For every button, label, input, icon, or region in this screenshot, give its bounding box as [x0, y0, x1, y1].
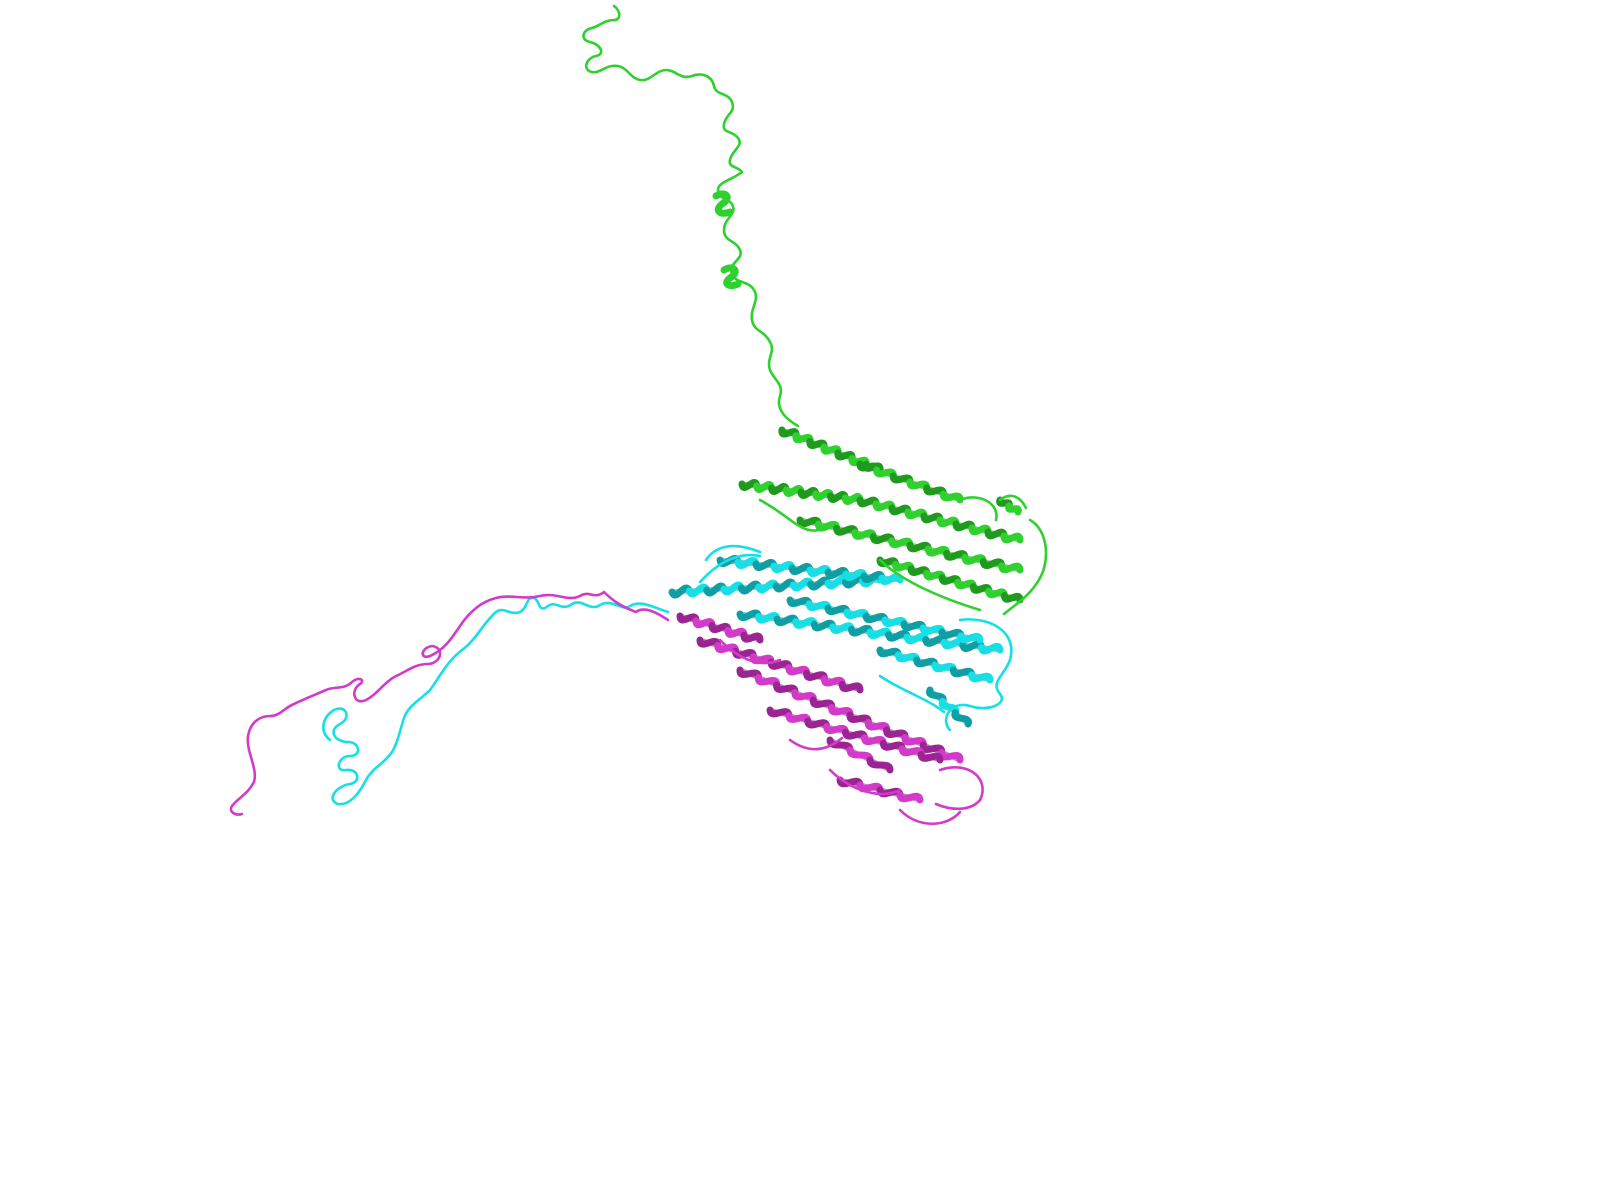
chain-c-disordered-tail	[229, 590, 670, 816]
chain-a-short-helix-1	[712, 190, 734, 217]
chain-b-disordered-tail	[322, 596, 670, 806]
chain-b-helix-3-turn	[977, 643, 1004, 655]
chain-b-helix-2-turn	[878, 573, 904, 585]
chain-c-loops	[718, 638, 984, 825]
chain-a-short-helix-2	[720, 264, 742, 290]
chain-a-cartoon	[582, 4, 1048, 616]
chain-b-loops	[698, 544, 1013, 732]
chain-a-helix-3-turn	[998, 562, 1024, 574]
chain-c-helix-6-turn	[866, 756, 894, 774]
chain-a-helix-6-turn	[939, 490, 964, 504]
chain-a-disordered-tail	[582, 4, 800, 428]
chain-c-helix-3-turn	[938, 749, 964, 764]
chain-a-loops	[758, 494, 1048, 616]
chain-a-helix-4-turn	[1000, 532, 1024, 544]
chain-b-helix-6-turn	[951, 709, 972, 728]
chain-b-cartoon	[322, 544, 1013, 806]
chain-a-helix-7-turn	[1005, 502, 1022, 516]
chain-c-helix-2-turn	[838, 680, 864, 694]
chain-c-helix-5-turn	[896, 791, 924, 804]
chain-c-helix-1-turn	[740, 631, 764, 644]
chain-b-helix-5-turn	[968, 671, 994, 684]
chain-c-cartoon	[229, 590, 984, 825]
chain-a-helix-5-turn	[1000, 592, 1024, 604]
chain-c-helix-4-turn	[917, 750, 944, 764]
chain-b-helix-4-turn	[957, 632, 984, 644]
